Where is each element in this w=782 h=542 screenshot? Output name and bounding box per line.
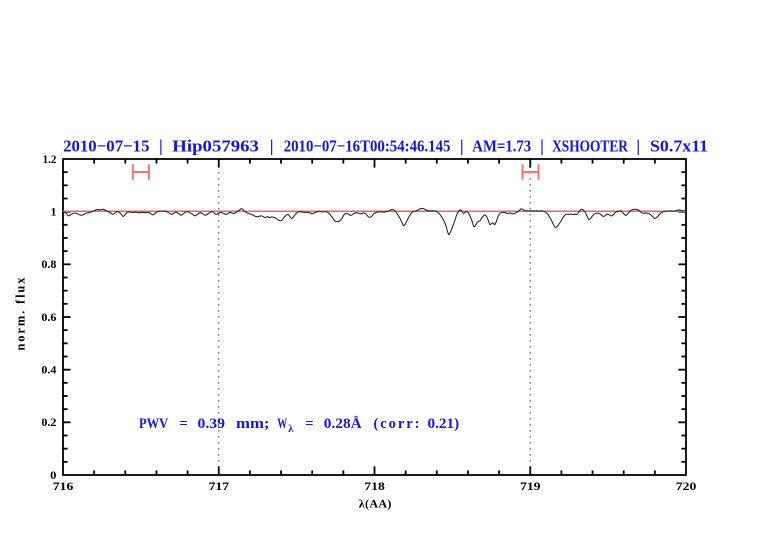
svg-text:S0.7x11: S0.7x11 — [650, 137, 708, 156]
svg-text:2010−07−15: 2010−07−15 — [63, 137, 149, 156]
svg-text:0.2: 0.2 — [41, 417, 56, 429]
svg-text:λ(AA): λ(AA) — [359, 497, 392, 511]
svg-text:720: 720 — [676, 481, 697, 493]
svg-text:0.4: 0.4 — [41, 365, 56, 377]
svg-text:Hip057963: Hip057963 — [172, 137, 259, 156]
svg-text:|: | — [159, 137, 163, 156]
svg-text:mm;: mm; — [236, 416, 270, 432]
svg-text:=: = — [180, 416, 188, 432]
svg-text:|: | — [270, 137, 274, 156]
svg-text:719: 719 — [520, 481, 541, 493]
svg-text:1: 1 — [51, 207, 57, 219]
svg-text:716: 716 — [53, 481, 74, 493]
svg-text:|: | — [636, 137, 640, 156]
svg-text:|: | — [540, 137, 544, 156]
svg-text:λ: λ — [288, 424, 294, 435]
svg-text:W: W — [277, 416, 287, 432]
svg-text:XSHOOTER: XSHOOTER — [552, 137, 628, 156]
svg-text:1.2: 1.2 — [43, 154, 57, 166]
svg-text:0: 0 — [50, 470, 57, 482]
svg-text:PWV: PWV — [139, 416, 169, 432]
svg-text:0.6: 0.6 — [41, 312, 56, 324]
svg-text:718: 718 — [364, 481, 385, 493]
svg-text:0.28Å: 0.28Å — [324, 416, 362, 432]
svg-text:AM=1.73: AM=1.73 — [472, 137, 531, 156]
svg-text:0.8: 0.8 — [41, 259, 56, 271]
svg-text:0.39: 0.39 — [198, 416, 226, 432]
svg-text:2010−07−16T00:54:46.145: 2010−07−16T00:54:46.145 — [284, 137, 451, 156]
svg-text:=: = — [305, 416, 313, 432]
svg-text:|: | — [460, 137, 464, 156]
svg-text:norm. flux: norm. flux — [14, 277, 28, 351]
svg-text:0.21): 0.21) — [428, 416, 460, 432]
svg-text:717: 717 — [209, 481, 230, 493]
